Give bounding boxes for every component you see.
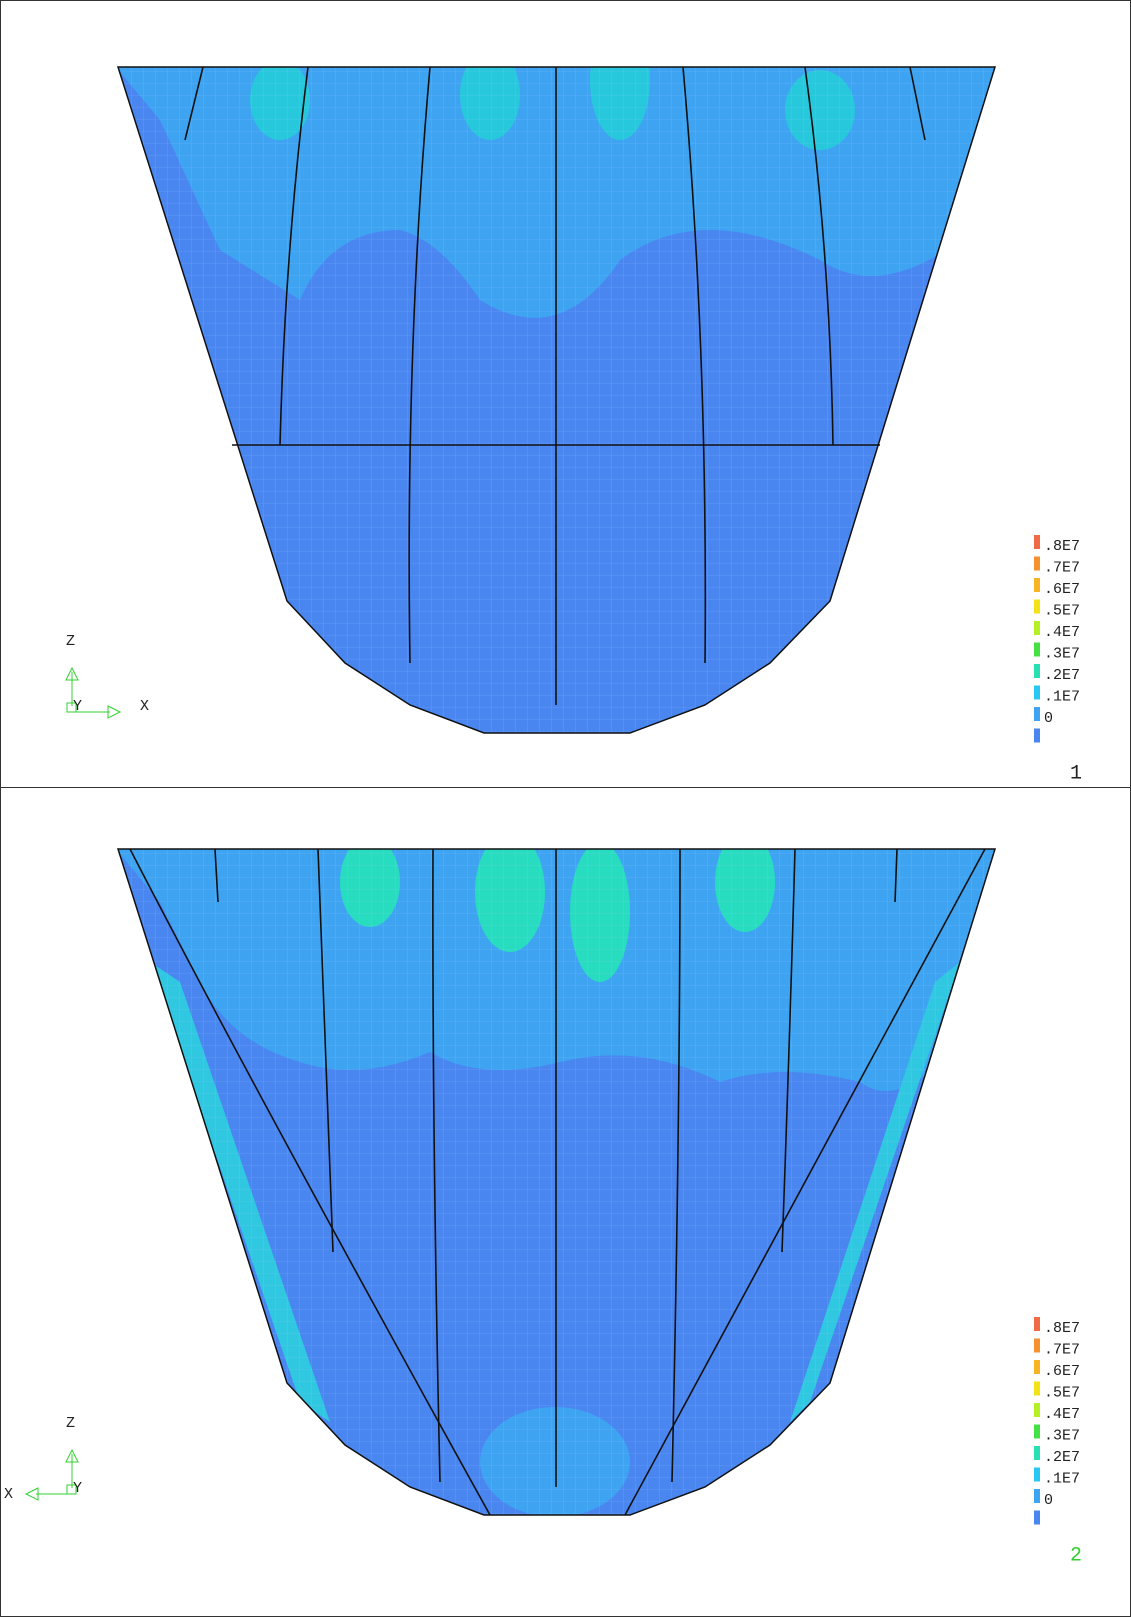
legend-label: .2E7 — [1044, 1449, 1080, 1466]
structure-line — [682, 66, 707, 664]
structure-line — [317, 848, 334, 1253]
triad-x: X — [4, 1486, 13, 1503]
structure-line — [804, 66, 834, 446]
structure-line — [432, 848, 441, 1483]
triad-axis — [65, 1448, 79, 1488]
legend-swatch — [1034, 1510, 1040, 1525]
legend-swatch — [1034, 1360, 1040, 1374]
legend-label: .4E7 — [1044, 624, 1080, 641]
legend-swatch — [1034, 621, 1040, 635]
legend-swatch — [1034, 1338, 1040, 1353]
structure-line — [894, 848, 898, 903]
legend-label: .6E7 — [1044, 1363, 1080, 1380]
legend-swatch — [1034, 664, 1040, 678]
legend-swatch — [1034, 1467, 1040, 1482]
triad-y: Y — [73, 1480, 82, 1497]
legend-label: .3E7 — [1044, 645, 1080, 662]
legend-swatch — [1034, 728, 1040, 743]
triad-axis — [24, 1487, 72, 1501]
legend-swatch — [1034, 535, 1040, 549]
structure-line — [781, 848, 796, 1253]
structure-line — [909, 66, 926, 141]
legend-swatch — [1034, 1317, 1040, 1331]
legend-label: .7E7 — [1044, 1341, 1080, 1358]
legend-swatch — [1034, 1489, 1040, 1503]
structure-line — [214, 848, 219, 903]
legend-swatch — [1034, 599, 1040, 614]
legend-label: .2E7 — [1044, 667, 1080, 684]
triad-axis — [72, 705, 122, 719]
legend-label: .5E7 — [1044, 602, 1080, 619]
triad-z: Z — [66, 1415, 75, 1432]
outline — [116, 848, 997, 1516]
legend-label: .1E7 — [1044, 688, 1080, 705]
legend-label: 0 — [1044, 710, 1053, 727]
legend-swatch — [1034, 707, 1040, 721]
legend-label: .8E7 — [1044, 538, 1080, 555]
structure-line — [129, 848, 491, 1516]
structure-line — [624, 848, 986, 1516]
legend-label: .7E7 — [1044, 559, 1080, 576]
legend-swatch — [1034, 578, 1040, 592]
structure-line — [279, 66, 309, 446]
legend-swatch — [1034, 1446, 1040, 1460]
legend-swatch — [1034, 685, 1040, 700]
legend-swatch — [1034, 642, 1040, 657]
window-number: 2 — [1070, 1544, 1082, 1567]
legend-swatch — [1034, 1403, 1040, 1417]
triad-y: Y — [73, 698, 82, 715]
legend-label: 0 — [1044, 1492, 1053, 1509]
outline — [116, 66, 997, 734]
window-number: 1 — [1070, 762, 1082, 785]
structure-line — [184, 66, 204, 141]
triad-x: X — [140, 698, 149, 715]
legend-swatch — [1034, 1381, 1040, 1396]
legend-label: .3E7 — [1044, 1427, 1080, 1444]
legend-swatch — [1034, 556, 1040, 571]
structure-line — [408, 66, 431, 664]
legend-label: .5E7 — [1044, 1384, 1080, 1401]
triad-axis — [65, 666, 79, 706]
legend-label: .8E7 — [1044, 1320, 1080, 1337]
legend-swatch — [1034, 1424, 1040, 1439]
triad-z: Z — [66, 633, 75, 650]
contour-view: .8E7 .7E7 .6E7 .5E7 .4E7 .3E7 .2E7 .1E7 0 2 Z Y X — [4, 848, 1082, 1567]
legend-label: .1E7 — [1044, 1470, 1080, 1487]
legend-label: .6E7 — [1044, 581, 1080, 598]
triad-origin — [66, 702, 77, 713]
legend-label: .4E7 — [1044, 1406, 1080, 1423]
structure-line — [671, 848, 681, 1483]
